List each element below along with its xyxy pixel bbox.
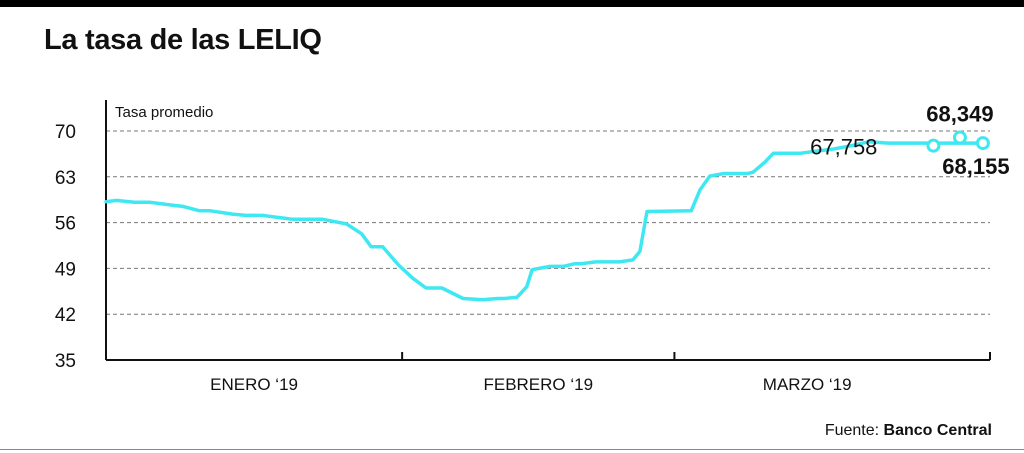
y-tick-label-42: 42 (55, 305, 76, 326)
y-axis-label: Tasa promedio (115, 104, 213, 121)
data-label-2: 68,155 (942, 154, 1009, 179)
x-category-label-2: MARZO ‘19 (763, 375, 852, 394)
y-tick-label-63: 63 (55, 168, 76, 189)
bottom-divider (0, 449, 1024, 450)
highlight-point-2 (975, 136, 990, 151)
source-name: Banco Central (883, 422, 992, 439)
x-category-label-1: FEBRERO ‘19 (483, 375, 593, 394)
y-tick-label-49: 49 (55, 259, 76, 280)
source-prefix: Fuente: (824, 422, 880, 439)
highlight-point-1 (952, 130, 967, 145)
y-tick-label-70: 70 (55, 122, 76, 143)
highlight-point-0 (926, 138, 941, 153)
data-label-1: 68,349 (926, 102, 993, 127)
series-line-0 (104, 140, 985, 302)
y-tick-label-35: 35 (55, 351, 76, 372)
top-bar (0, 0, 1024, 7)
y-tick-label-56: 56 (55, 214, 76, 235)
source-note: Fuente: Banco Central (825, 422, 992, 440)
data-label-0: 67,758 (810, 135, 877, 160)
x-category-label-0: ENERO ‘19 (210, 375, 298, 394)
chart-title: La tasa de las LELIQ (44, 24, 322, 56)
